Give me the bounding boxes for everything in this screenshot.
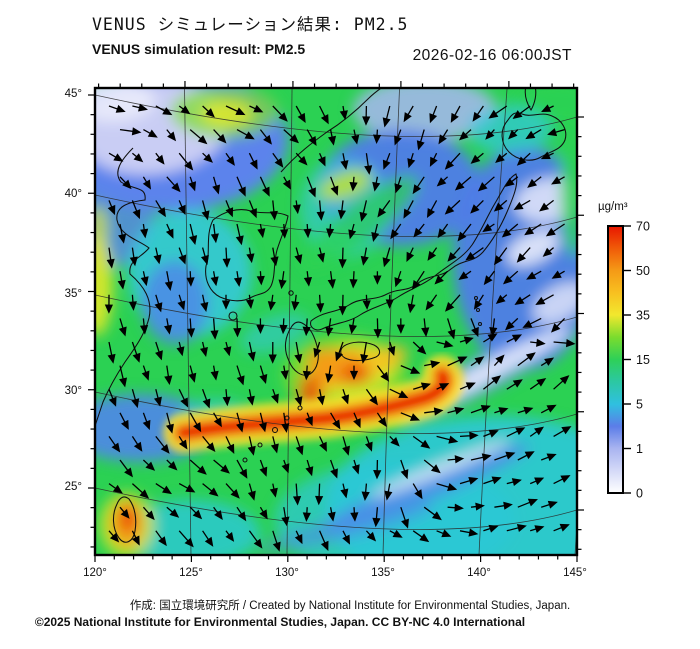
forecast-timestamp: 2026-02-16 06:00JST	[412, 47, 572, 64]
wind-vectors	[104, 103, 576, 552]
y-tick-label: 45°	[64, 88, 82, 100]
colorbar-tick-label: 1	[636, 442, 643, 456]
colorbar-tick-label: 15	[636, 353, 650, 367]
colorbar-gradient	[607, 225, 624, 494]
x-tick-label: 120°	[83, 567, 107, 579]
credit-text: 作成: 国立環境研究所 / Created by National Instit…	[129, 600, 571, 612]
colorbar-tick-label: 5	[636, 398, 643, 412]
x-tick-label: 130°	[275, 567, 299, 579]
colorbar-tick-label: 0	[636, 487, 643, 501]
colorbar-tick-label: 70	[636, 220, 650, 234]
page-title-japanese: VENUS シミュレーション結果: PM2.5	[92, 15, 409, 34]
page-title-english: VENUS simulation result: PM2.5	[92, 41, 306, 57]
x-tick-label: 140°	[467, 567, 491, 579]
colorbar-tick-label: 35	[636, 309, 650, 323]
x-tick-label: 135°	[371, 567, 395, 579]
x-tick-label: 125°	[179, 567, 203, 579]
edge-ticks	[88, 81, 584, 562]
y-tick-label: 35°	[64, 288, 82, 300]
y-tick-label: 30°	[64, 385, 82, 397]
colorbar-tick-label: 50	[636, 264, 650, 278]
license-text: ©2025 National Institute for Environment…	[34, 615, 526, 629]
x-tick-label: 145°	[563, 567, 587, 579]
colorbar-unit: µg/m³	[598, 201, 628, 213]
y-tick-label: 25°	[64, 481, 82, 493]
y-tick-label: 40°	[64, 188, 82, 200]
pm25-map-canvas	[88, 81, 584, 562]
high-pm25-band	[163, 355, 464, 453]
map-layers	[95, 88, 577, 555]
coastlines	[95, 88, 567, 543]
